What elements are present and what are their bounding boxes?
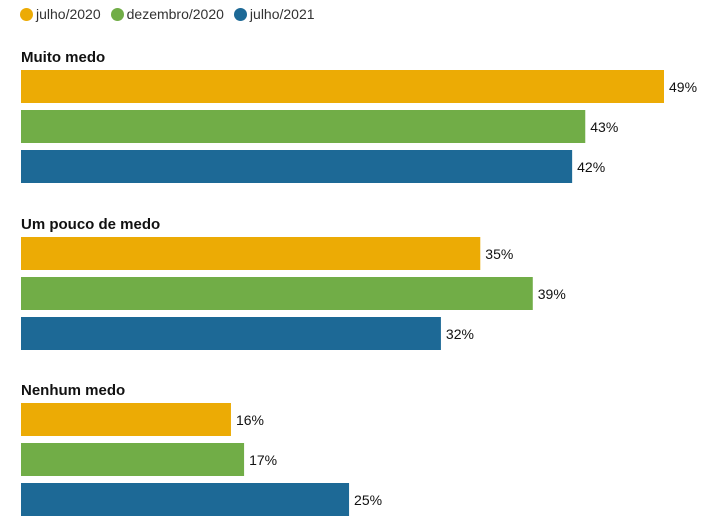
bar xyxy=(21,483,350,516)
value-label: 49% xyxy=(669,79,697,95)
bar xyxy=(21,70,664,103)
legend-dot-icon xyxy=(110,7,124,21)
value-label: 17% xyxy=(249,452,277,468)
bar xyxy=(21,317,441,350)
legend-item: dezembro/2020 xyxy=(110,6,224,22)
legend-label: julho/2021 xyxy=(249,6,315,22)
bar xyxy=(21,110,586,143)
value-label: 16% xyxy=(236,412,264,428)
legend-label: dezembro/2020 xyxy=(126,6,224,22)
legend-label: julho/2020 xyxy=(36,6,101,22)
bar xyxy=(21,403,231,436)
group-title: Muito medo xyxy=(21,49,105,66)
legend-dot-icon xyxy=(233,7,247,21)
value-label: 32% xyxy=(446,326,474,342)
legend-dot-icon xyxy=(20,7,33,21)
value-label: 42% xyxy=(577,159,605,175)
value-label: 25% xyxy=(354,492,382,508)
value-label: 35% xyxy=(485,246,513,262)
group-title: Nenhum medo xyxy=(21,382,125,399)
legend-item: julho/2020 xyxy=(20,6,101,22)
legend: julho/2020 dezembro/2020 julho/2021 xyxy=(20,6,315,22)
legend-item: julho/2021 xyxy=(233,6,315,22)
value-label: 43% xyxy=(590,119,618,135)
bar xyxy=(21,150,573,183)
bar xyxy=(21,443,245,476)
value-label: 39% xyxy=(538,286,566,302)
bar xyxy=(21,277,533,310)
bar xyxy=(21,237,481,270)
group-title: Um pouco de medo xyxy=(21,216,160,233)
